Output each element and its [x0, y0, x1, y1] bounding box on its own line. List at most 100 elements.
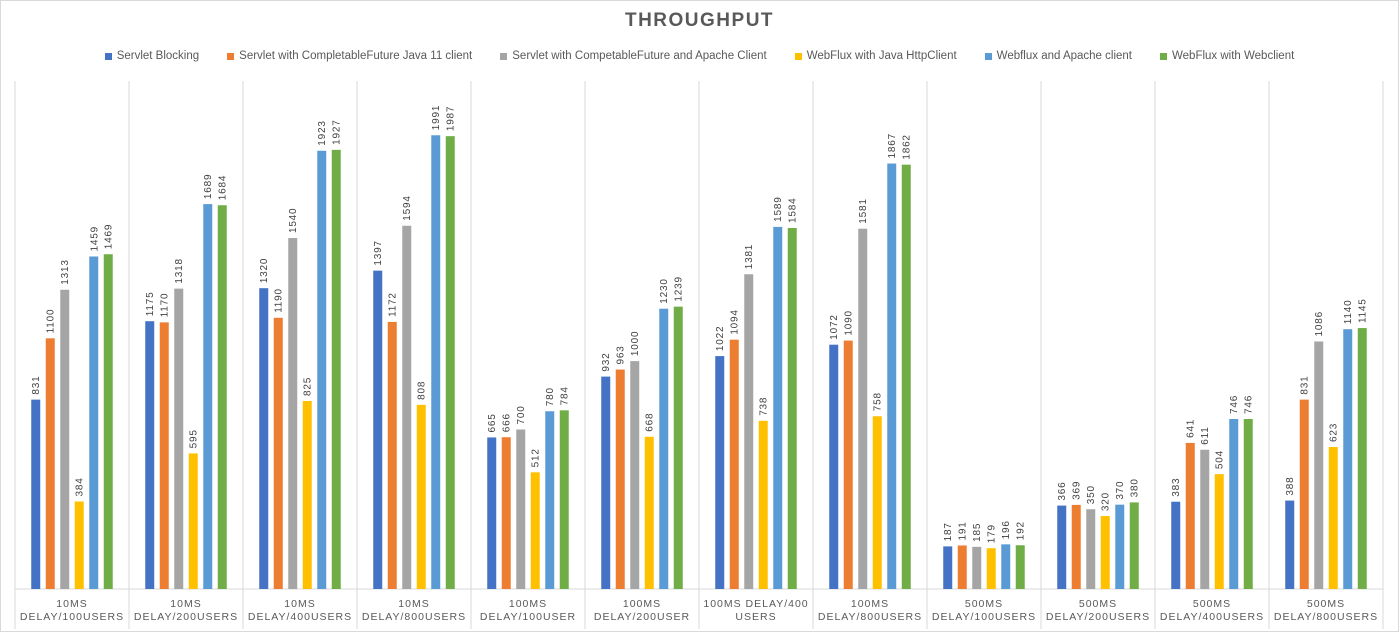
category-label: 500MS — [1079, 598, 1117, 610]
data-label: 320 — [1101, 492, 1112, 511]
bar — [829, 344, 839, 589]
data-label: 185 — [972, 523, 983, 542]
data-label: 1581 — [858, 198, 869, 223]
bar — [758, 420, 768, 589]
bar — [715, 356, 725, 589]
data-label: 758 — [873, 392, 884, 411]
data-label: 1320 — [259, 258, 270, 283]
bar — [145, 321, 155, 589]
data-label: 1086 — [1314, 311, 1325, 336]
bar — [1285, 500, 1295, 589]
bar — [259, 288, 269, 589]
category-label: DELAY/100USERS — [20, 611, 124, 623]
data-label: 1540 — [288, 208, 299, 233]
data-label: 196 — [1001, 520, 1012, 539]
category-label: DELAY/200USER — [594, 611, 690, 623]
bar — [45, 338, 55, 589]
data-label: 595 — [189, 429, 200, 448]
legend-item: Servlet with CompetableFuture and Apache… — [500, 50, 767, 62]
category-label: 100MS DELAY/400 — [703, 598, 808, 610]
category-label: DELAY/200USERS — [1046, 611, 1150, 623]
category-label: 100MS — [623, 598, 661, 610]
data-label: 1190 — [274, 288, 285, 313]
bar — [317, 150, 327, 589]
bar — [787, 228, 797, 589]
bar — [217, 205, 227, 590]
data-label: 808 — [417, 381, 428, 400]
bar — [1100, 516, 1110, 589]
category-label: DELAY/800USERS — [362, 611, 466, 623]
data-label: 504 — [1215, 450, 1226, 469]
category-label: 10MS — [398, 598, 429, 610]
bar — [89, 256, 99, 589]
legend-label: Webflux and Apache client — [996, 50, 1132, 62]
data-label: 380 — [1130, 478, 1141, 497]
bar — [1229, 418, 1239, 589]
bar — [501, 437, 511, 589]
data-label: 932 — [601, 353, 612, 372]
data-label: 388 — [1285, 476, 1296, 495]
data-label: 383 — [1171, 478, 1182, 497]
data-label: 1000 — [630, 331, 641, 356]
legend-swatch — [104, 52, 112, 60]
bar — [1171, 501, 1181, 589]
bar — [1086, 509, 1096, 589]
category-label: DELAY/400USERS — [1160, 611, 1264, 623]
bar — [744, 274, 754, 589]
bar — [545, 411, 555, 589]
bar — [729, 339, 739, 589]
bar — [103, 254, 113, 589]
bar — [1185, 442, 1195, 589]
bar — [387, 321, 397, 589]
data-label: 1459 — [89, 226, 100, 251]
data-label: 1090 — [844, 310, 855, 335]
data-label: 746 — [1229, 395, 1240, 414]
data-label: 1927 — [332, 119, 343, 144]
data-label: 831 — [1300, 376, 1311, 395]
category-label: 10MS — [284, 598, 315, 610]
data-label: 370 — [1115, 481, 1126, 500]
data-label: 1313 — [60, 259, 71, 284]
bar — [943, 546, 953, 589]
bar — [615, 369, 625, 589]
data-label: 366 — [1057, 481, 1068, 500]
bar — [60, 289, 70, 589]
bar — [1200, 449, 1210, 589]
data-label: 784 — [560, 386, 571, 405]
legend-item: WebFlux with Java HttpClient — [794, 50, 957, 62]
legend-swatch — [984, 52, 992, 60]
bar — [1328, 447, 1338, 589]
legend-label: Servlet Blocking — [116, 50, 200, 62]
category-label: 100MS — [509, 598, 547, 610]
category-label: DELAY/100USER — [480, 611, 576, 623]
data-label: 1862 — [902, 134, 913, 159]
legend-item: WebFlux with Webclient — [1160, 50, 1294, 62]
data-label: 1145 — [1358, 298, 1369, 323]
bar — [1129, 502, 1139, 589]
data-label: 641 — [1186, 419, 1197, 438]
data-label: 1684 — [218, 175, 229, 200]
bar — [1343, 329, 1353, 589]
bar — [1115, 504, 1125, 589]
data-label: 191 — [958, 521, 969, 540]
bar — [872, 416, 882, 589]
legend-swatch — [227, 52, 235, 60]
data-label: 1987 — [446, 106, 457, 131]
bar — [1214, 474, 1224, 589]
data-label: 512 — [531, 448, 542, 467]
data-label: 1100 — [46, 309, 57, 334]
data-label: 831 — [31, 376, 42, 395]
bar — [302, 400, 312, 589]
category-label: 500MS — [1193, 598, 1231, 610]
bar — [986, 548, 996, 589]
data-label: 1230 — [659, 278, 670, 303]
bar — [559, 410, 569, 589]
data-label: 1469 — [104, 224, 115, 249]
data-label: 1594 — [402, 195, 413, 220]
bar — [972, 546, 982, 589]
data-label: 668 — [645, 413, 656, 432]
data-label: 780 — [545, 387, 556, 406]
data-label: 1589 — [773, 196, 784, 221]
category-label: 10MS — [170, 598, 201, 610]
data-label: 350 — [1086, 485, 1097, 504]
